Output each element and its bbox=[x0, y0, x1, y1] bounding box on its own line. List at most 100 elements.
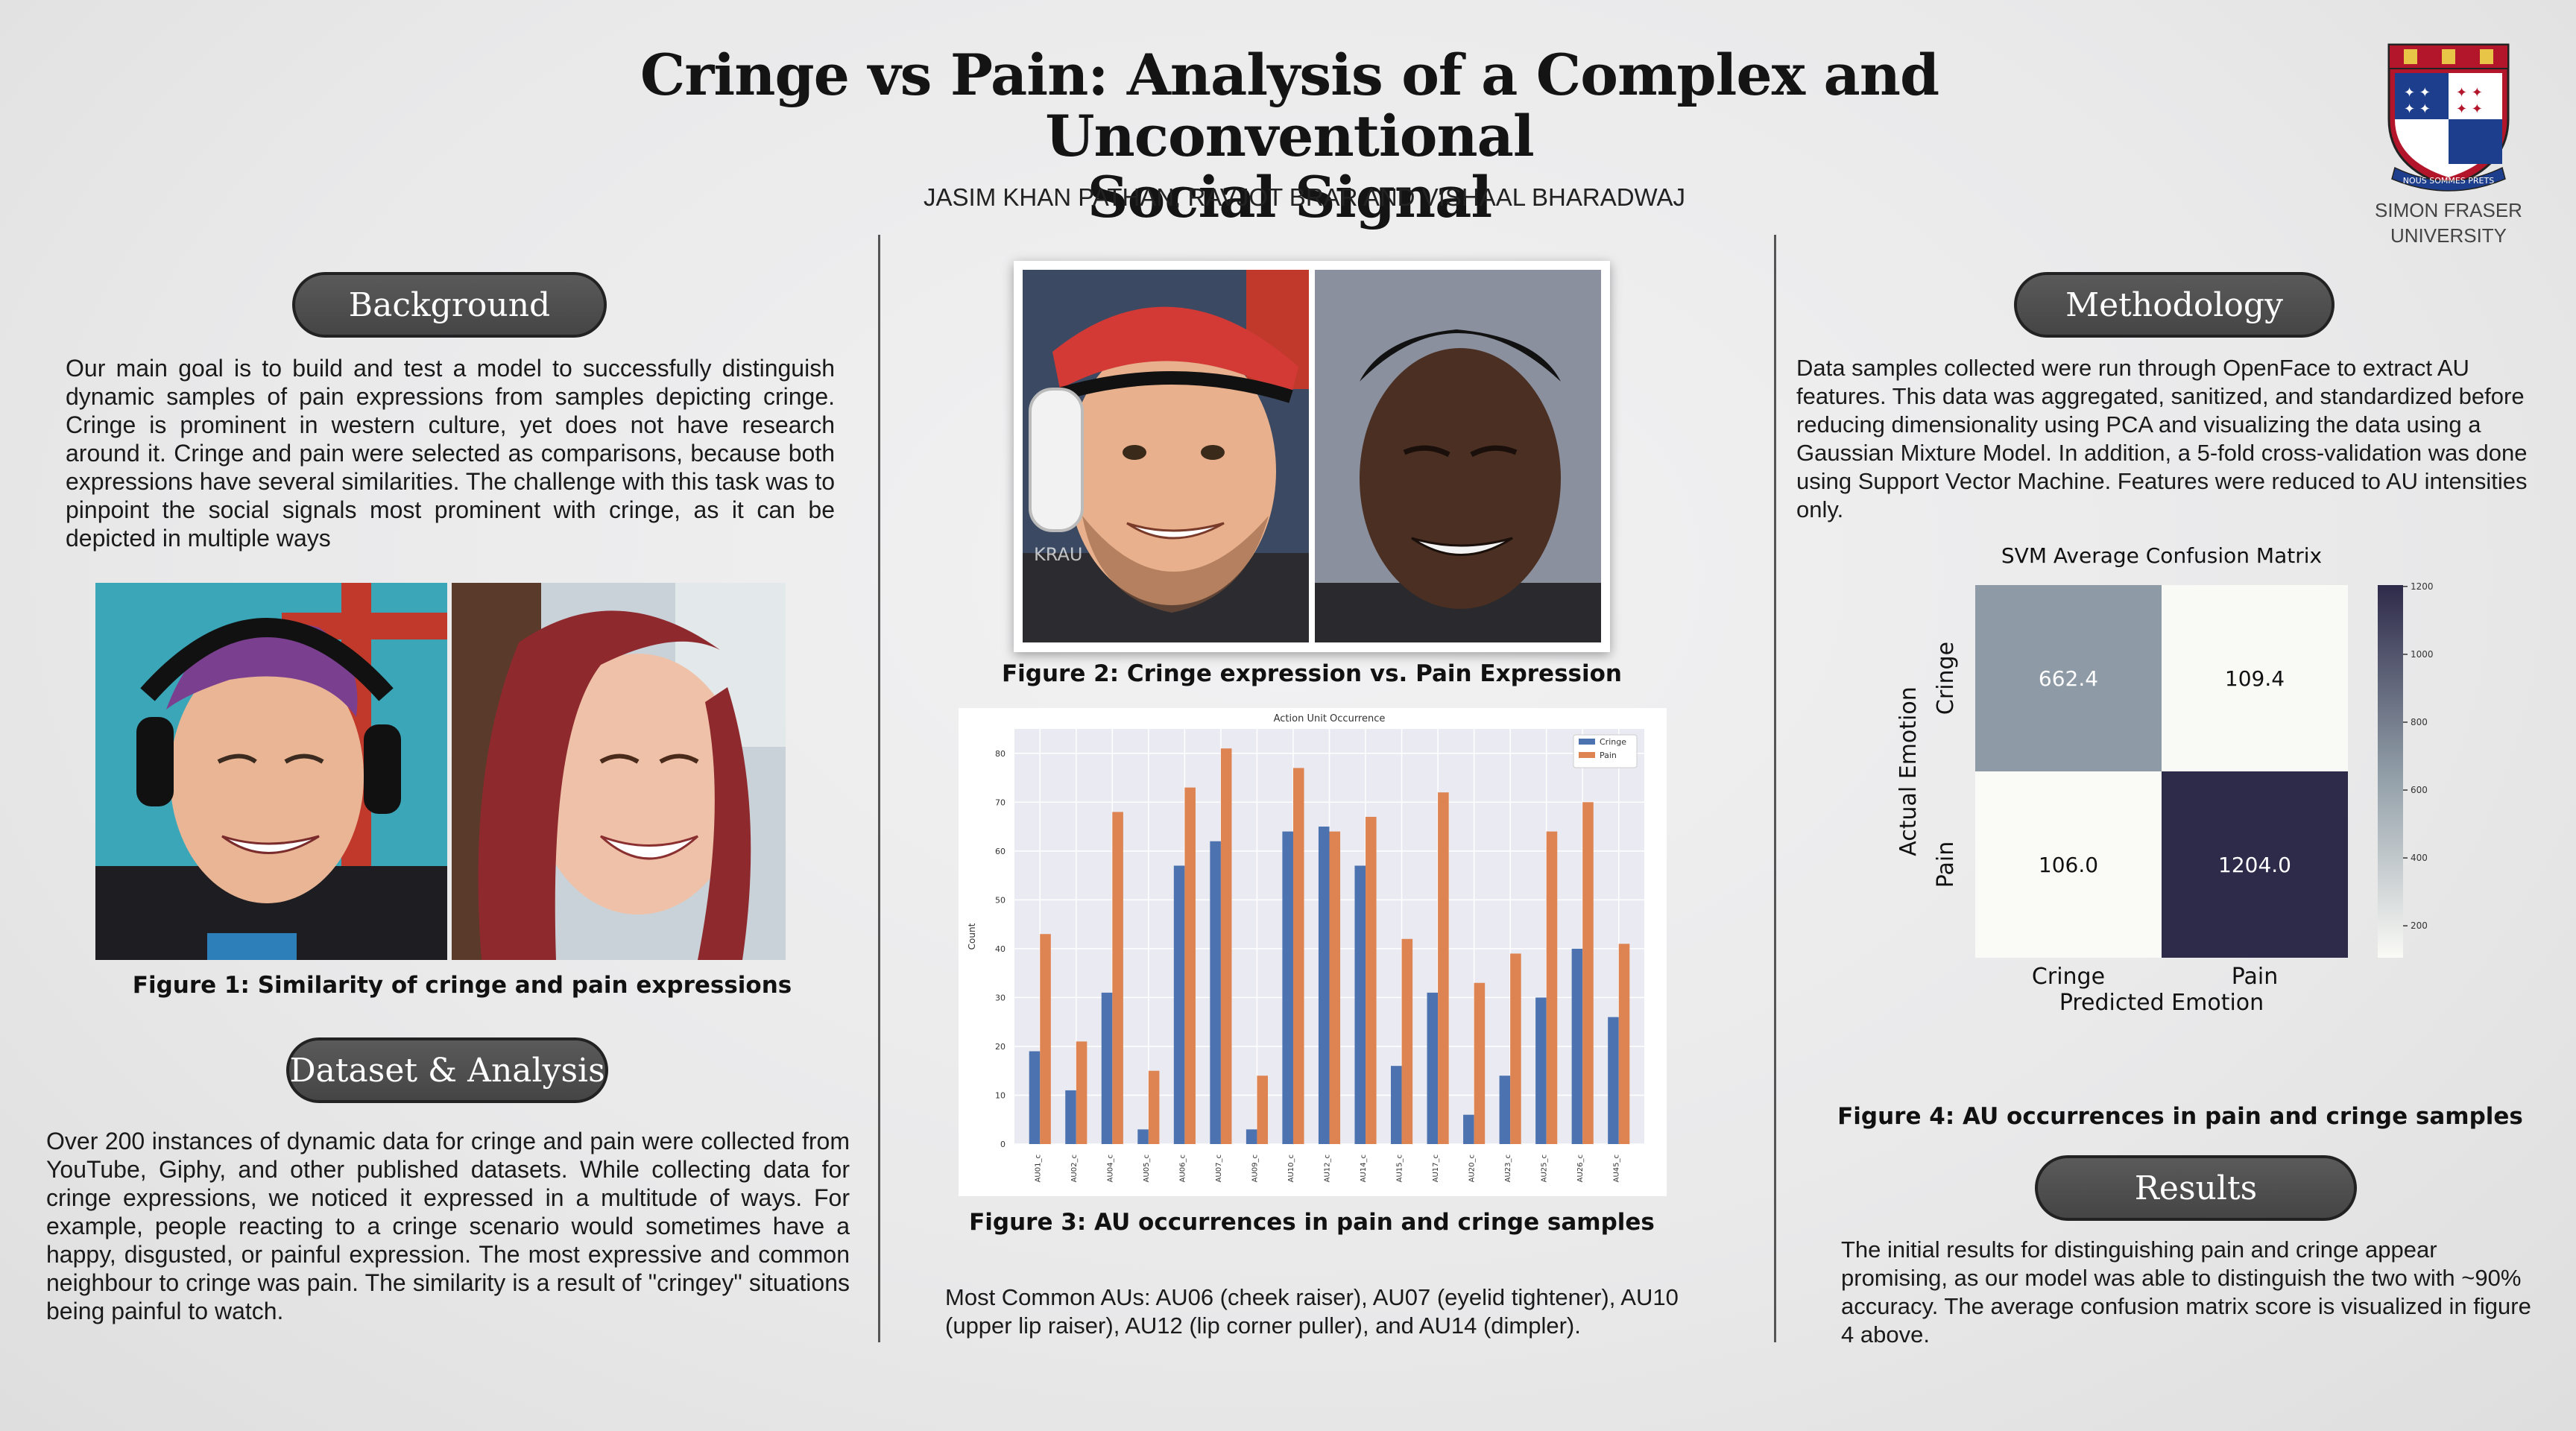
x-tick-label: AU09_c bbox=[1251, 1154, 1259, 1182]
pain-photo-1 bbox=[452, 583, 786, 960]
confusion-matrix: SVM Average Confusion Matrix 662.4 109.4 10… bbox=[1863, 540, 2519, 1084]
bar-cringe-AU01_c bbox=[1029, 1051, 1041, 1144]
bar-cringe-AU26_c bbox=[1571, 948, 1583, 1144]
cm-cell-0-0 bbox=[1975, 585, 2162, 771]
au-occurrence-chart: Action Unit Occurrence 0 10 20 30 40 50 60 70 80 C… bbox=[959, 708, 1667, 1196]
svg-text:✦ ✦: ✦ ✦ bbox=[2404, 101, 2431, 117]
bar-cringe-AU04_c bbox=[1101, 992, 1113, 1144]
cm-cell-1-0 bbox=[1975, 771, 2162, 958]
bar-cringe-AU14_c bbox=[1354, 865, 1366, 1144]
dataset-heading: Dataset & Analysis bbox=[286, 1037, 608, 1103]
bar-pain-AU06_c bbox=[1184, 787, 1196, 1144]
y-tick-label: 80 bbox=[995, 749, 1006, 759]
authors: JASIM KHAN PATHAN, RAVJOT BRAR AND VISHA… bbox=[924, 183, 1685, 211]
cm-value-0-1: 109.4 bbox=[2225, 666, 2285, 691]
cm-cell-0-1 bbox=[2162, 585, 2348, 771]
pain-photo-2 bbox=[1315, 270, 1601, 642]
cm-value-0-0: 662.4 bbox=[2039, 666, 2098, 691]
chart-legend: Cringe Pain bbox=[1573, 734, 1638, 768]
cm-value-1-1: 1204.0 bbox=[2218, 853, 2291, 877]
bar-cringe-AU12_c bbox=[1318, 827, 1330, 1144]
background-heading: Background bbox=[292, 272, 607, 338]
methodology-heading: Methodology bbox=[2014, 272, 2334, 338]
dataset-text: Over 200 instances of dynamic data for c… bbox=[46, 1128, 850, 1324]
background-text: Our main goal is to build and test a mod… bbox=[66, 355, 835, 552]
cm-x-tick-label: Cringe bbox=[2032, 964, 2105, 990]
figure4-caption: Figure 4: AU occurrences in pain and cri… bbox=[1837, 1103, 2523, 1130]
bar-pain-AU23_c bbox=[1510, 953, 1521, 1144]
bar-cringe-AU20_c bbox=[1463, 1114, 1474, 1144]
university-line-1: SIMON FRASER bbox=[2375, 199, 2522, 221]
university-logo: ✦ ✦ ✦ ✦ ✦ ✦ ✦ ✦ NOUS SOMMES PRETS bbox=[2381, 37, 2516, 194]
bar-cringe-AU15_c bbox=[1391, 1066, 1402, 1144]
cringe-photo-2: KRAU bbox=[1023, 270, 1309, 642]
cm-colorbar-tick-label: 600 bbox=[2411, 785, 2428, 795]
bar-cringe-AU23_c bbox=[1499, 1075, 1511, 1144]
bar-cringe-AU09_c bbox=[1246, 1129, 1257, 1144]
bar-pain-AU14_c bbox=[1366, 816, 1377, 1144]
column-divider-right bbox=[1774, 235, 1776, 1342]
bar-pain-AU10_c bbox=[1292, 768, 1304, 1144]
bar-pain-AU17_c bbox=[1438, 792, 1449, 1144]
x-tick-label: AU02_c bbox=[1070, 1154, 1079, 1182]
y-tick-label: 40 bbox=[995, 944, 1006, 954]
y-tick-label: 60 bbox=[995, 847, 1006, 856]
results-heading: Results bbox=[2035, 1155, 2357, 1221]
title-line-2: Social Signal bbox=[1087, 164, 1493, 230]
column-divider-left bbox=[878, 235, 880, 1342]
cm-value-1-0: 106.0 bbox=[2039, 853, 2098, 877]
bar-pain-AU07_c bbox=[1220, 748, 1232, 1144]
x-tick-label: AU45_c bbox=[1613, 1154, 1621, 1182]
x-tick-label: AU17_c bbox=[1432, 1154, 1440, 1182]
legend-label-cringe: Cringe bbox=[1600, 737, 1626, 747]
logo-motto: NOUS SOMMES PRETS bbox=[2403, 176, 2494, 186]
x-tick-label: AU23_c bbox=[1504, 1154, 1512, 1182]
legend-swatch-cringe bbox=[1579, 739, 1595, 745]
y-tick-label: 10 bbox=[995, 1090, 1006, 1100]
bar-cringe-AU25_c bbox=[1535, 997, 1547, 1144]
y-axis-label: Count bbox=[967, 923, 977, 950]
bar-pain-AU12_c bbox=[1329, 831, 1341, 1144]
cm-y-tick-label: Cringe bbox=[1933, 642, 1959, 715]
x-tick-label: AU01_c bbox=[1034, 1154, 1042, 1182]
title-line-1: Cringe vs Pain: Analysis of a Complex an… bbox=[640, 42, 1939, 169]
chart-title: Action Unit Occurrence bbox=[1274, 713, 1386, 724]
y-tick-label: 0 bbox=[1000, 1140, 1006, 1149]
x-tick-label: AU10_c bbox=[1287, 1154, 1295, 1182]
x-tick-label: AU05_c bbox=[1143, 1154, 1151, 1182]
x-tick-label: AU25_c bbox=[1541, 1154, 1549, 1182]
bar-pain-AU01_c bbox=[1040, 934, 1051, 1144]
bar-cringe-AU45_c bbox=[1608, 1017, 1619, 1144]
x-tick-label: AU07_c bbox=[1215, 1154, 1223, 1182]
bar-cringe-AU02_c bbox=[1065, 1090, 1076, 1144]
cm-colorbar-tick-label: 1000 bbox=[2411, 649, 2434, 660]
x-tick-label: AU12_c bbox=[1324, 1154, 1332, 1182]
bar-cringe-AU07_c bbox=[1210, 841, 1221, 1144]
bar-pain-AU09_c bbox=[1257, 1075, 1268, 1144]
poster-title: Cringe vs Pain: Analysis of a Complex an… bbox=[417, 45, 2162, 228]
cm-y-tick-label: Pain bbox=[1933, 841, 1959, 888]
cm-x-tick-label: Pain bbox=[2232, 964, 2278, 990]
au-bar-chart-svg: Action Unit Occurrence 0 10 20 30 40 50 60 70 80 C… bbox=[967, 713, 1644, 1182]
figure2-caption: Figure 2: Cringe expression vs. Pain Exp… bbox=[1002, 660, 1622, 687]
bar-pain-AU45_c bbox=[1618, 944, 1630, 1144]
bar-cringe-AU17_c bbox=[1427, 992, 1439, 1144]
legend-label-pain: Pain bbox=[1600, 751, 1617, 760]
x-tick-label: AU14_c bbox=[1360, 1154, 1368, 1182]
legend-swatch-pain bbox=[1579, 752, 1595, 758]
x-tick-label: AU20_c bbox=[1468, 1154, 1477, 1182]
cm-title: SVM Average Confusion Matrix bbox=[2001, 543, 2322, 568]
y-tick-label: 20 bbox=[995, 1042, 1006, 1052]
figure2-frame: KRAU bbox=[1014, 261, 1610, 652]
x-tick-label: AU06_c bbox=[1178, 1154, 1187, 1182]
bar-pain-AU26_c bbox=[1582, 802, 1594, 1144]
cringe-photo-1 bbox=[95, 583, 447, 960]
university-name: SIMON FRASER UNIVERSITY bbox=[2355, 198, 2542, 248]
confusion-matrix-svg: SVM Average Confusion Matrix 662.4 109.4 10… bbox=[1895, 543, 2434, 1016]
bar-cringe-AU06_c bbox=[1173, 865, 1185, 1144]
bar-pain-AU04_c bbox=[1112, 812, 1123, 1144]
university-line-2: UNIVERSITY bbox=[2390, 224, 2507, 247]
cm-x-axis-label: Predicted Emotion bbox=[2059, 990, 2264, 1016]
cm-colorbar-tick-label: 1200 bbox=[2411, 581, 2434, 592]
svg-text:✦ ✦: ✦ ✦ bbox=[2456, 101, 2483, 117]
